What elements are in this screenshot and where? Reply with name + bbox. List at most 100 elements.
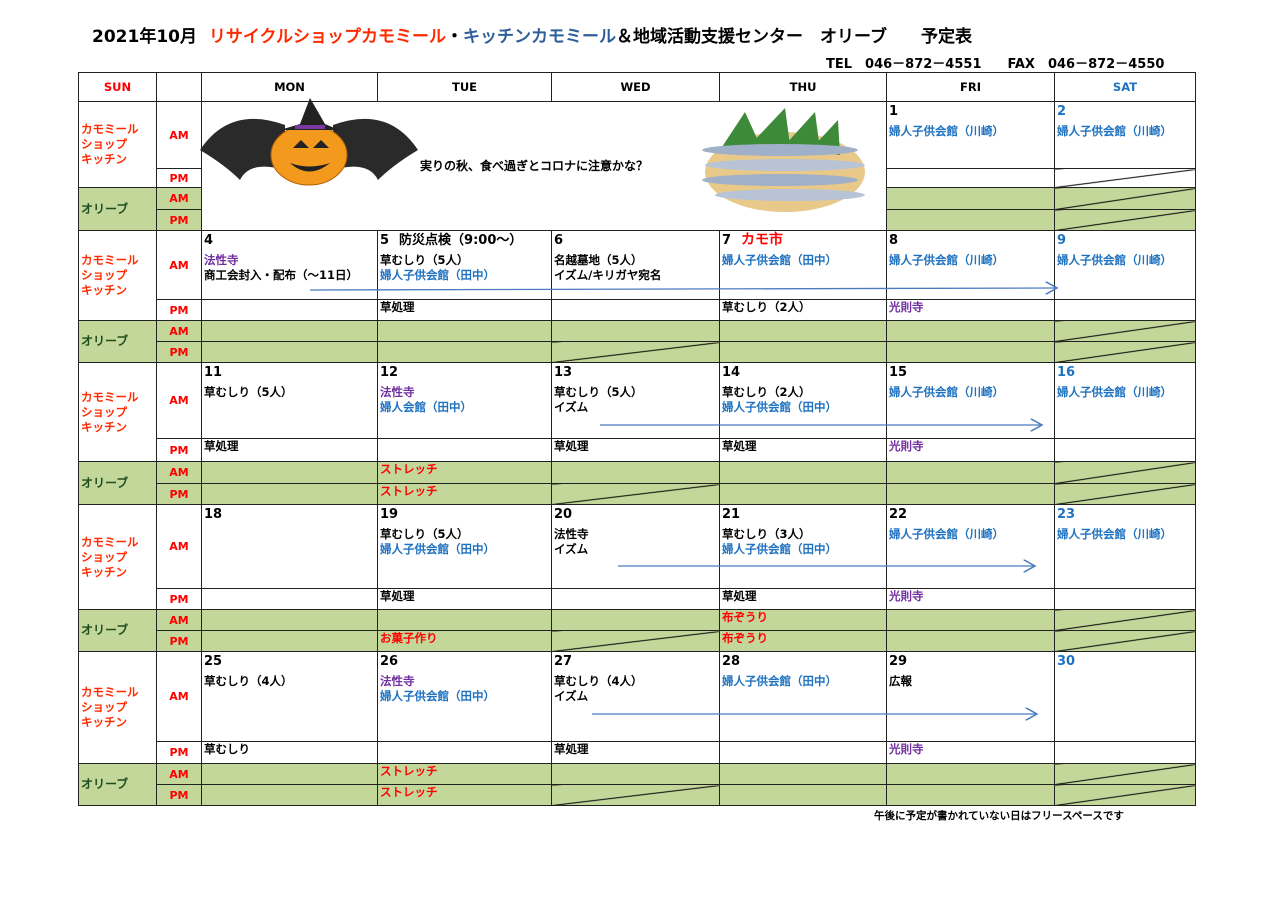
olive-am-cell[interactable] <box>719 461 887 484</box>
olive-pm-cell[interactable] <box>551 630 720 652</box>
day-cell-30[interactable]: 30 <box>1054 651 1196 742</box>
olive-pm-cell[interactable] <box>886 784 1055 806</box>
pm-cell[interactable]: 光則寺 <box>886 741 1055 764</box>
pm-cell[interactable]: 光則寺 <box>886 299 1055 321</box>
pm-cell[interactable]: 草処理 <box>551 438 720 462</box>
olive-am-cell[interactable] <box>551 461 720 484</box>
pm-cell[interactable] <box>1054 168 1196 188</box>
olive-am-cell[interactable] <box>719 763 887 785</box>
pm-cell[interactable] <box>377 741 552 764</box>
day-cell-14[interactable]: 14 草むしり（2人） 婦人子供会館（田中） <box>719 362 887 439</box>
olive-pm-cell[interactable] <box>377 341 552 363</box>
day-cell-21[interactable]: 21 草むしり（3人） 婦人子供会館（田中） <box>719 504 887 589</box>
olive-am-cell[interactable] <box>1054 609 1196 631</box>
day-cell-9[interactable]: 9 婦人子供会館（川崎） <box>1054 230 1196 300</box>
pm-cell[interactable]: 光則寺 <box>886 588 1055 610</box>
olive-pm-cell[interactable] <box>201 630 378 652</box>
pm-cell[interactable] <box>551 299 720 321</box>
day-cell-1[interactable]: 1 婦人子供会館（川崎） <box>886 101 1055 169</box>
olive-am-cell[interactable] <box>886 461 1055 484</box>
pm-cell[interactable]: 草処理 <box>719 588 887 610</box>
pm-cell[interactable] <box>1054 438 1196 462</box>
day-cell-5[interactable]: 5 防災点検（9:00～） 草むしり（5人） 婦人子供会館（田中） <box>377 230 552 300</box>
day-cell-15[interactable]: 15 婦人子供会館（川崎） <box>886 362 1055 439</box>
olive-am-cell[interactable] <box>377 320 552 342</box>
olive-am-cell[interactable] <box>886 763 1055 785</box>
day-cell-8[interactable]: 8 婦人子供会館（川崎） <box>886 230 1055 300</box>
pm-cell[interactable]: 草処理 <box>719 438 887 462</box>
olive-am-cell[interactable] <box>1054 187 1196 210</box>
day-cell-2[interactable]: 2 婦人子供会館（川崎） <box>1054 101 1196 169</box>
olive-pm-cell[interactable]: ストレッチ <box>377 483 552 505</box>
day-cell-20[interactable]: 20 法性寺 イズム <box>551 504 720 589</box>
olive-pm-cell[interactable] <box>201 483 378 505</box>
olive-pm-cell[interactable] <box>886 630 1055 652</box>
olive-pm-cell[interactable] <box>886 483 1055 505</box>
pm-cell[interactable]: 草処理 <box>377 299 552 321</box>
olive-pm-cell[interactable] <box>1054 483 1196 505</box>
day-cell-23[interactable]: 23 婦人子供会館（川崎） <box>1054 504 1196 589</box>
day-cell-27[interactable]: 27 草むしり（4人） イズム <box>551 651 720 742</box>
day-cell-11[interactable]: 11 草むしり（5人） <box>201 362 378 439</box>
pm-cell[interactable] <box>201 299 378 321</box>
olive-pm-cell[interactable] <box>201 341 378 363</box>
pm-cell[interactable]: 草むしり（2人） <box>719 299 887 321</box>
olive-pm-cell[interactable] <box>719 341 887 363</box>
olive-am-cell[interactable] <box>1054 763 1196 785</box>
pm-cell[interactable] <box>551 588 720 610</box>
pm-cell[interactable]: 草処理 <box>377 588 552 610</box>
olive-am-cell[interactable] <box>886 320 1055 342</box>
olive-pm-cell[interactable] <box>1054 209 1196 231</box>
olive-pm-cell[interactable] <box>886 209 1055 231</box>
day-cell-18[interactable]: 18 <box>201 504 378 589</box>
olive-pm-cell[interactable]: 布ぞうり <box>719 630 887 652</box>
olive-am-cell[interactable] <box>719 320 887 342</box>
pm-cell[interactable] <box>201 588 378 610</box>
pm-cell[interactable] <box>1054 299 1196 321</box>
olive-pm-cell[interactable] <box>886 341 1055 363</box>
olive-am-cell[interactable] <box>201 320 378 342</box>
day-cell-22[interactable]: 22 婦人子供会館（川崎） <box>886 504 1055 589</box>
pm-cell[interactable] <box>1054 741 1196 764</box>
olive-pm-cell[interactable] <box>1054 630 1196 652</box>
olive-am-cell[interactable] <box>551 320 720 342</box>
olive-am-cell[interactable]: ストレッチ <box>377 763 552 785</box>
day-cell-26[interactable]: 26 法性寺 婦人子供会館（田中） <box>377 651 552 742</box>
day-cell-7[interactable]: 7 カモ市 婦人子供会館（田中） <box>719 230 887 300</box>
olive-pm-cell[interactable]: お菓子作り <box>377 630 552 652</box>
olive-am-cell[interactable]: 布ぞうり <box>719 609 887 631</box>
pm-cell[interactable] <box>719 741 887 764</box>
olive-pm-cell[interactable] <box>551 784 720 806</box>
olive-pm-cell[interactable] <box>719 483 887 505</box>
olive-pm-cell[interactable] <box>1054 784 1196 806</box>
olive-am-cell[interactable] <box>551 763 720 785</box>
pm-cell[interactable]: 草むしり <box>201 741 378 764</box>
day-cell-6[interactable]: 6 名越墓地（5人） イズム/キリガヤ宛名 <box>551 230 720 300</box>
olive-pm-cell[interactable] <box>551 483 720 505</box>
olive-pm-cell[interactable] <box>1054 341 1196 363</box>
olive-am-cell[interactable] <box>201 461 378 484</box>
day-cell-4[interactable]: 4 法性寺 商工会封入・配布（～11日） <box>201 230 378 300</box>
day-cell-16[interactable]: 16 婦人子供会館（川崎） <box>1054 362 1196 439</box>
day-cell-19[interactable]: 19 草むしり（5人） 婦人子供会館（田中） <box>377 504 552 589</box>
olive-am-cell[interactable]: ストレッチ <box>377 461 552 484</box>
olive-pm-cell[interactable]: ストレッチ <box>377 784 552 806</box>
day-cell-25[interactable]: 25 草むしり（4人） <box>201 651 378 742</box>
pm-cell[interactable] <box>886 168 1055 188</box>
olive-pm-cell[interactable] <box>201 784 378 806</box>
pm-cell[interactable]: 草処理 <box>551 741 720 764</box>
day-cell-12[interactable]: 12 法性寺 婦人会館（田中） <box>377 362 552 439</box>
olive-am-cell[interactable] <box>201 609 378 631</box>
olive-am-cell[interactable] <box>551 609 720 631</box>
pm-cell[interactable]: 光則寺 <box>886 438 1055 462</box>
day-cell-13[interactable]: 13 草むしり（5人） イズム <box>551 362 720 439</box>
olive-am-cell[interactable] <box>1054 320 1196 342</box>
olive-pm-cell[interactable] <box>719 784 887 806</box>
olive-pm-cell[interactable] <box>551 341 720 363</box>
olive-am-cell[interactable] <box>886 609 1055 631</box>
olive-am-cell[interactable] <box>886 187 1055 210</box>
day-cell-28[interactable]: 28 婦人子供会館（田中） <box>719 651 887 742</box>
olive-am-cell[interactable] <box>1054 461 1196 484</box>
olive-am-cell[interactable] <box>377 609 552 631</box>
pm-cell[interactable]: 草処理 <box>201 438 378 462</box>
